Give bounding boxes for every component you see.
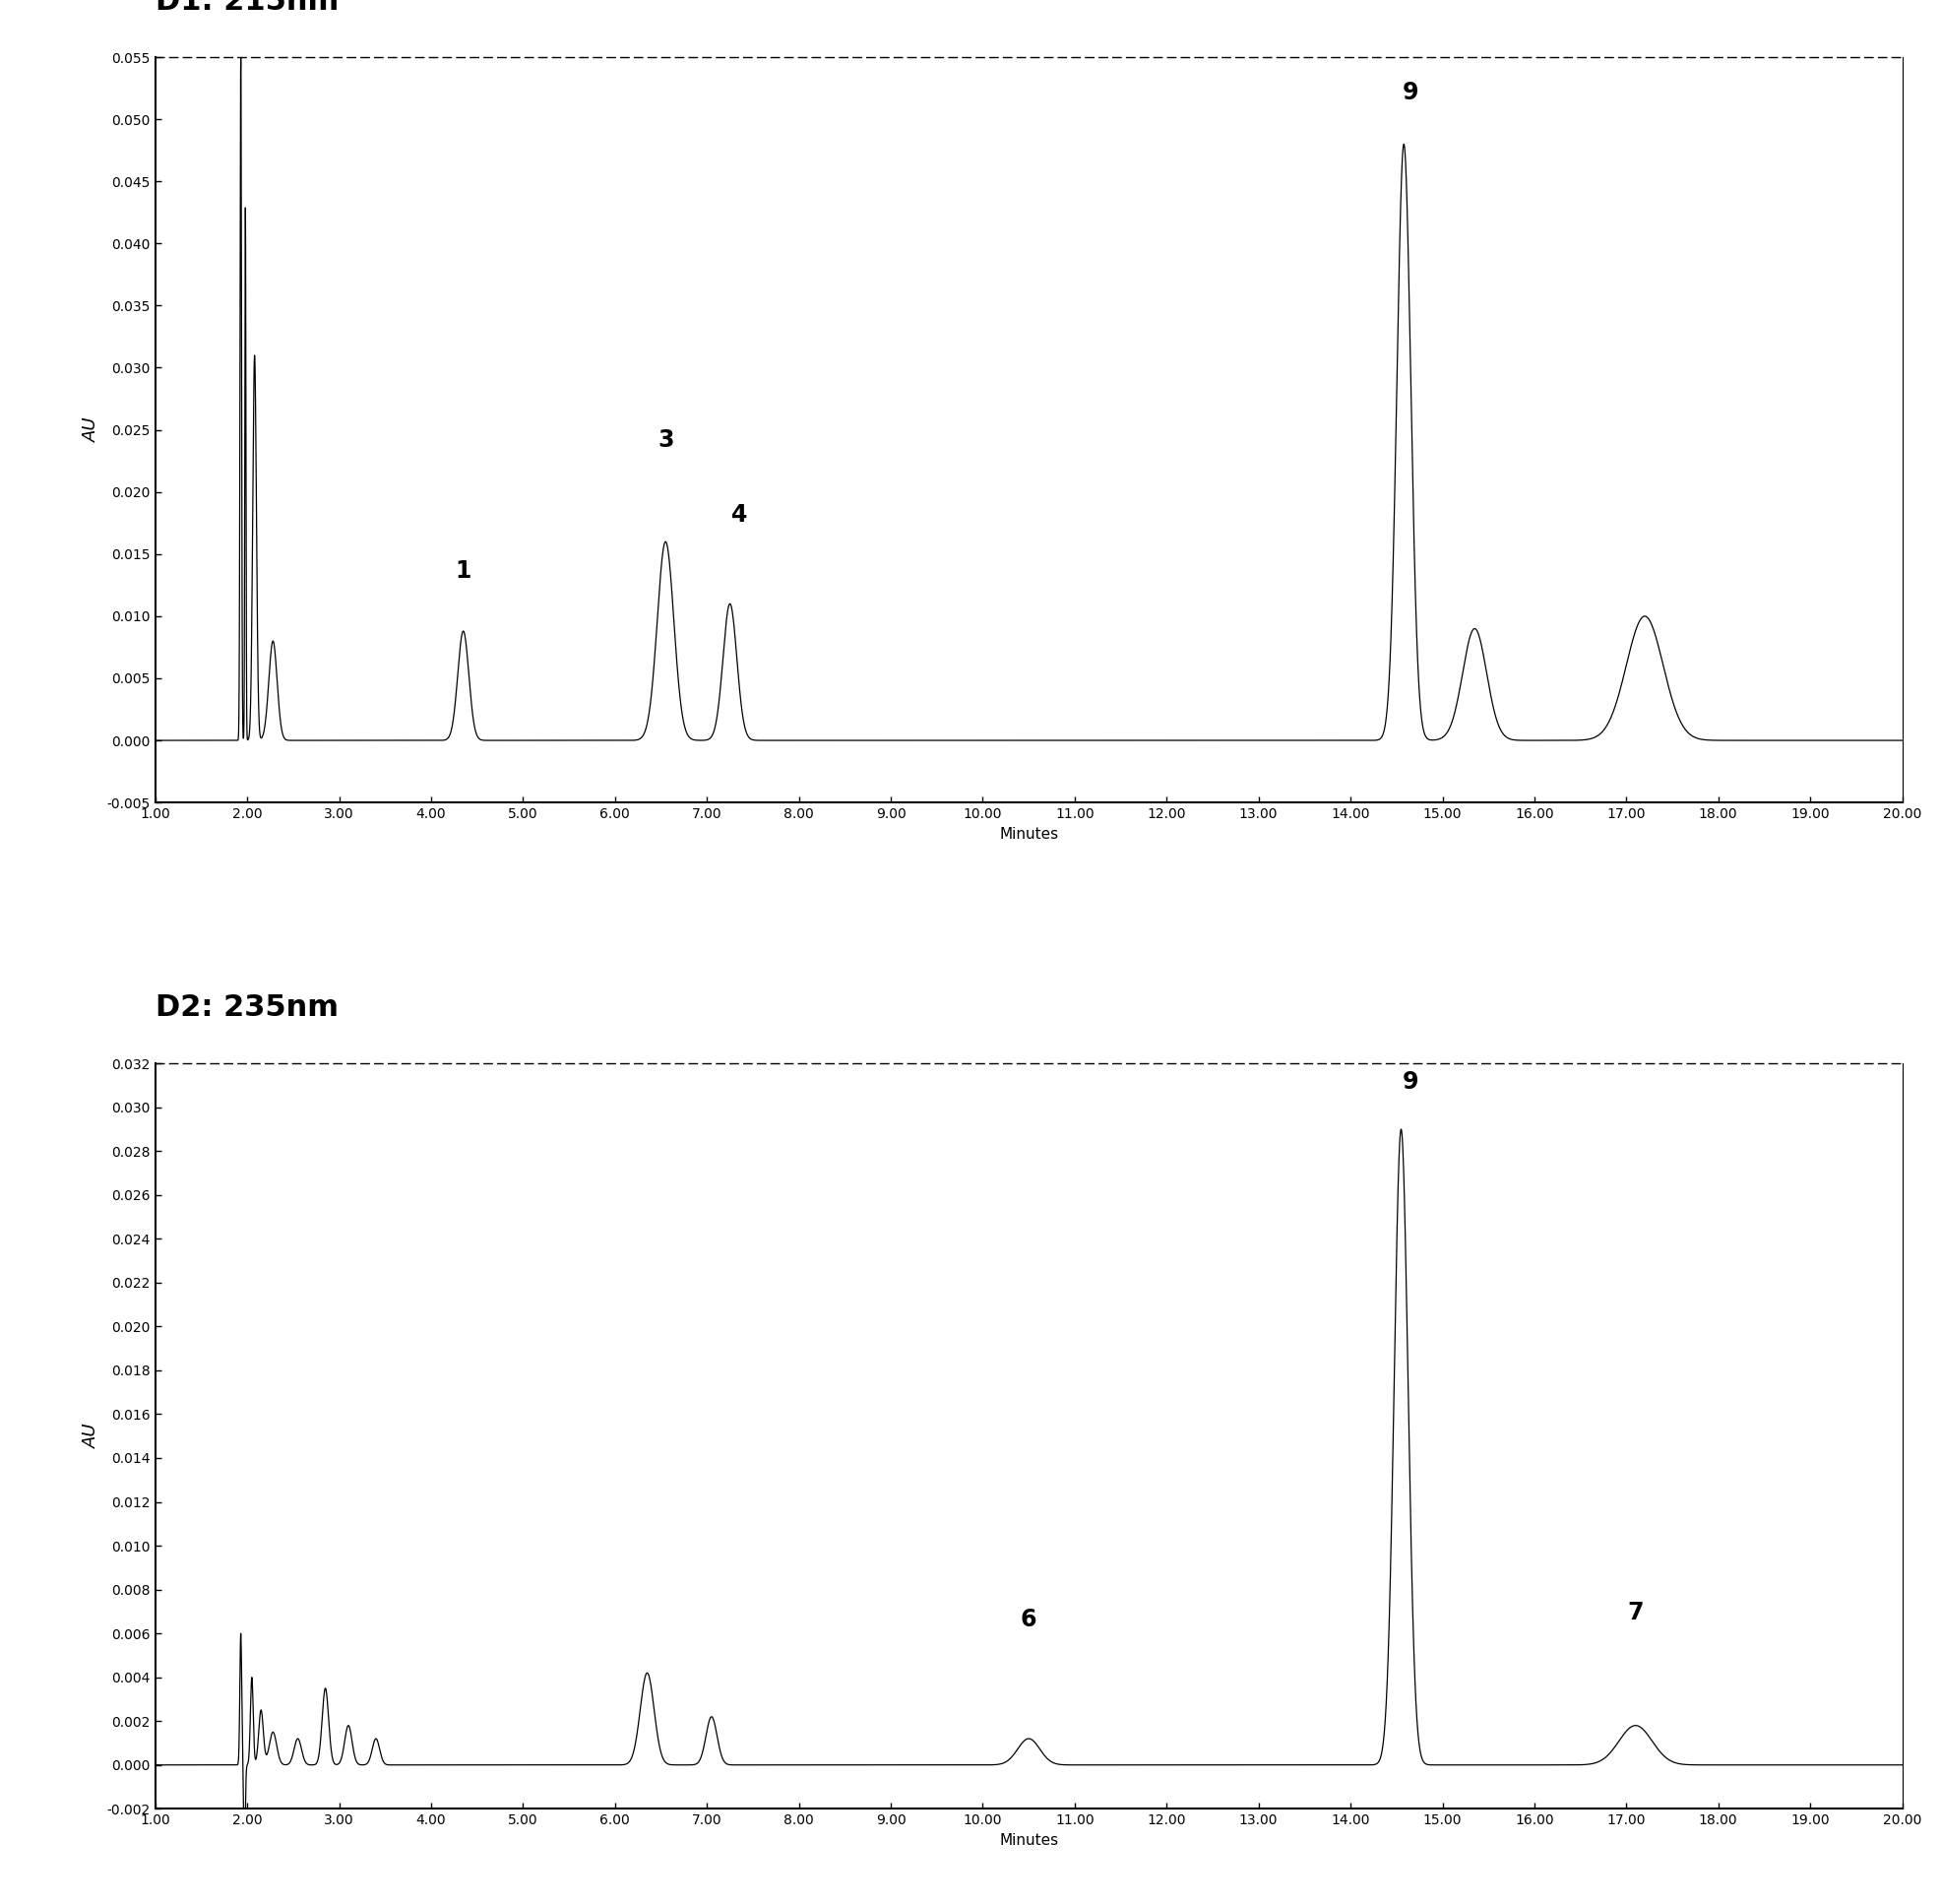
Text: 1: 1 bbox=[456, 560, 472, 583]
X-axis label: Minutes: Minutes bbox=[1000, 826, 1058, 842]
Text: 9: 9 bbox=[1401, 80, 1419, 105]
Text: 4: 4 bbox=[732, 503, 747, 527]
Text: D2: 235nm: D2: 235nm bbox=[155, 994, 338, 1022]
X-axis label: Minutes: Minutes bbox=[1000, 1834, 1058, 1847]
Text: D1: 215nm: D1: 215nm bbox=[155, 0, 338, 15]
Y-axis label: AU: AU bbox=[82, 417, 101, 442]
Text: 6: 6 bbox=[1021, 1607, 1036, 1632]
Text: 7: 7 bbox=[1627, 1601, 1644, 1624]
Text: 9: 9 bbox=[1401, 1070, 1419, 1095]
Text: 3: 3 bbox=[658, 428, 674, 451]
Y-axis label: AU: AU bbox=[82, 1424, 101, 1449]
